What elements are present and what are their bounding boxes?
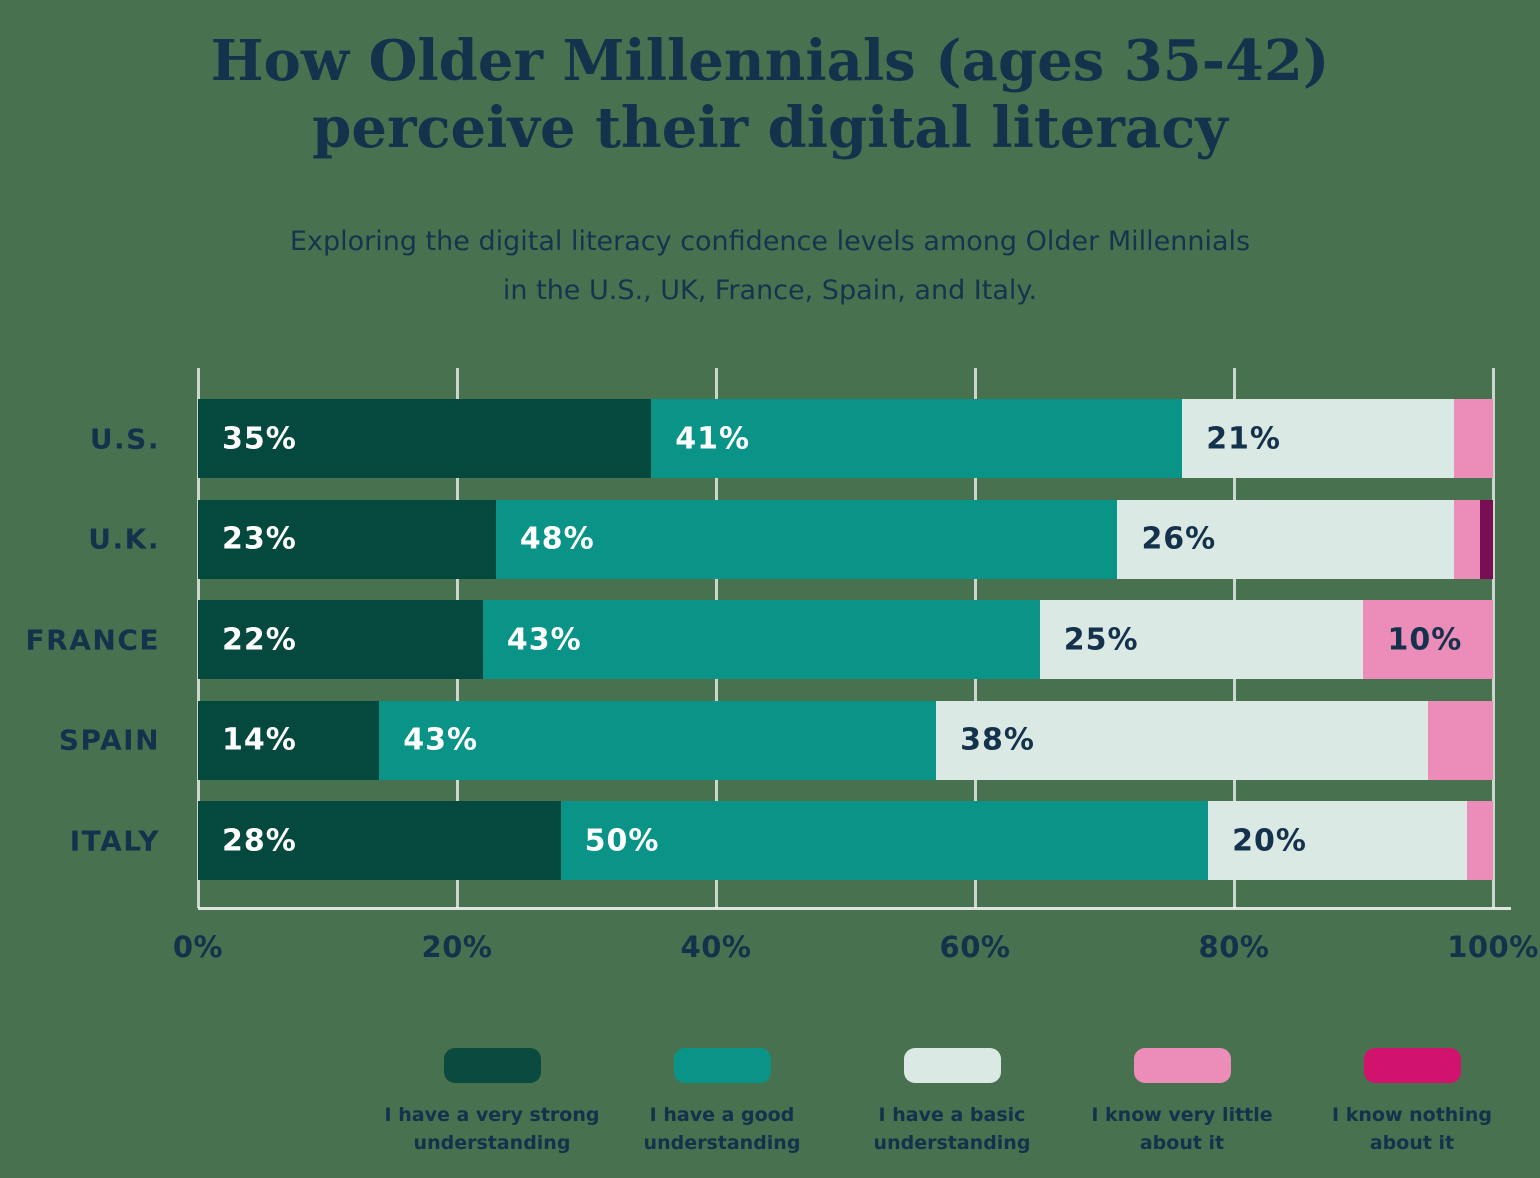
bar-segment — [1454, 399, 1493, 478]
bar-segment: 26% — [1117, 499, 1455, 579]
bar-segment: 41% — [651, 399, 1183, 478]
bar-segment — [1480, 499, 1493, 579]
segment-value-label: 14% — [222, 722, 297, 758]
gridline-100% — [1491, 368, 1495, 908]
legend-item: I have a very strong understanding — [377, 1048, 607, 1157]
x-tick-label-60%: 60% — [939, 930, 1011, 964]
segment-value-label: 48% — [519, 521, 595, 557]
x-tick-label-0%: 0% — [172, 930, 224, 964]
segment-value-label: 41% — [675, 421, 751, 456]
legend-swatch — [1133, 1048, 1231, 1083]
bar-segment: 10% — [1363, 600, 1493, 679]
bar-segment: 14% — [198, 700, 380, 780]
segment-value-label: 43% — [506, 622, 582, 657]
legend-swatch — [673, 1048, 771, 1083]
legend-label: I have a basic understanding — [873, 1104, 1031, 1154]
legend-item: I have a good understanding — [607, 1048, 837, 1157]
bar-segment: 50% — [560, 801, 1209, 880]
segment-value-label: 25% — [1063, 622, 1139, 657]
category-label: U.K. — [88, 522, 160, 556]
bar-row-italy: ITALY 28% 50% 20% — [70, 801, 1493, 880]
bar-segment: 22% — [198, 600, 483, 679]
segment-value-label: 28% — [222, 823, 297, 858]
segment-value-label: 22% — [222, 622, 297, 657]
bar-segment: 43% — [379, 700, 937, 780]
plot-area: 0% 20% 40% 60% 80% 100% U.S. 35% 41% 21% U.K. 23% 4… — [26, 368, 1538, 964]
category-label: U.S. — [89, 422, 160, 455]
x-axis-line — [198, 907, 1511, 910]
segment-value-label: 20% — [1232, 823, 1307, 858]
segment-value-label: 35% — [222, 421, 297, 456]
segment-value-label: 23% — [222, 521, 297, 557]
chart-title: How Older Millennials (ages 35-42) perce… — [210, 28, 1330, 162]
chart-subtitle: Exploring the digital literacy confidenc… — [289, 226, 1251, 306]
bar-segment: 23% — [198, 499, 496, 579]
bar-segment — [1428, 700, 1493, 780]
legend-swatch — [1363, 1048, 1461, 1083]
segment-value-label: 26% — [1141, 521, 1217, 557]
x-tick-label-20%: 20% — [421, 930, 493, 964]
category-label: ITALY — [69, 824, 160, 857]
bar-segment: 38% — [936, 700, 1429, 780]
legend-swatch — [443, 1048, 541, 1083]
segment-value-label: 50% — [584, 823, 660, 858]
legend-item: I know very little about it — [1067, 1048, 1297, 1157]
bar-row-spain: SPAIN 14% 43% 38% — [59, 700, 1493, 780]
bar-segment: 20% — [1208, 801, 1468, 880]
bar-row-us: U.S. 35% 41% 21% — [90, 399, 1493, 478]
segment-value-label: 10% — [1387, 622, 1463, 657]
bar-segment: 21% — [1182, 399, 1455, 478]
bar-segment: 43% — [482, 600, 1040, 679]
x-tick-label-40%: 40% — [680, 930, 752, 964]
legend-label: I have a good understanding — [643, 1104, 801, 1154]
bar-segment: 35% — [198, 399, 652, 478]
legend-label: I know very little about it — [1091, 1104, 1273, 1154]
segment-value-label: 38% — [960, 722, 1035, 758]
x-tick-label-80%: 80% — [1198, 930, 1270, 964]
bar-row-france: FRANCE 22% 43% 25% 10% — [26, 600, 1493, 679]
bar-segment: 28% — [198, 801, 561, 880]
legend-item: I know nothing about it — [1297, 1048, 1527, 1157]
x-tick-label-100%: 100% — [1447, 930, 1539, 964]
category-label: SPAIN — [58, 723, 160, 757]
legend-item: I have a basic understanding — [837, 1048, 1067, 1157]
legend-swatch — [903, 1048, 1001, 1083]
bar-segment: 25% — [1039, 600, 1364, 679]
bar-segment — [1467, 801, 1493, 880]
segment-value-label: 43% — [403, 722, 479, 758]
bar-segment — [1454, 499, 1481, 579]
segment-value-label: 21% — [1206, 421, 1281, 456]
legend-label: I know nothing about it — [1332, 1104, 1492, 1154]
bar-row-uk: U.K. 23% 48% 26% — [88, 499, 1493, 579]
category-label: FRANCE — [25, 623, 160, 656]
legend-label: I have a very strong understanding — [384, 1104, 600, 1154]
chart-legend: I have a very strong understanding I have… — [377, 1048, 1527, 1157]
bar-segment: 48% — [495, 499, 1118, 579]
